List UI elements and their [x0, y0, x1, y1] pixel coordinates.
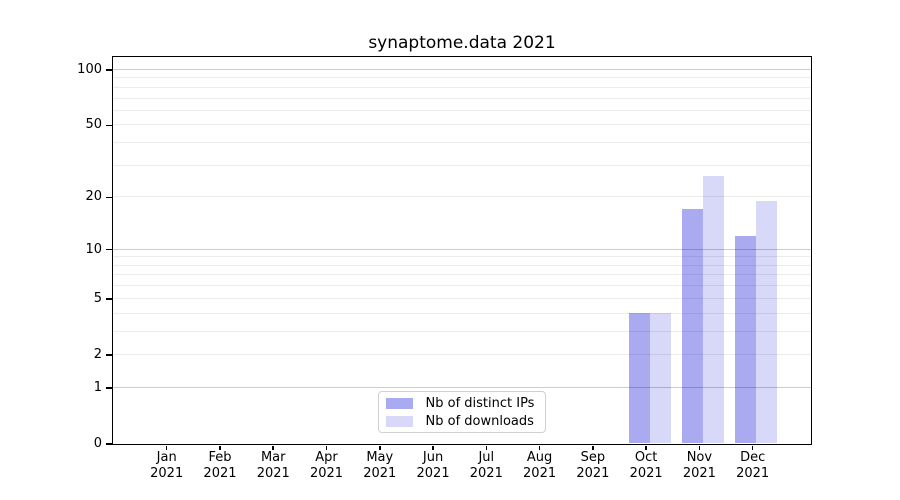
x-tick	[272, 445, 274, 450]
y-tick	[106, 443, 112, 445]
y-tick-label: 20	[85, 189, 102, 205]
legend-label-downloads: Nb of downloads	[425, 414, 534, 429]
legend: Nb of distinct IPs Nb of downloads	[377, 390, 546, 433]
x-tick	[592, 445, 594, 450]
x-tick-label: Dec 2021	[736, 450, 770, 481]
plot-area: Nb of distinct IPs Nb of downloads	[111, 55, 812, 445]
x-tick-label: Jun 2021	[416, 450, 450, 481]
gridline-major	[112, 69, 811, 70]
gridline-minor	[112, 77, 811, 79]
x-tick-label: Jul 2021	[469, 450, 503, 481]
x-tick	[432, 445, 434, 450]
gridline-minor	[112, 142, 811, 144]
x-tick-label: Sep 2021	[576, 450, 610, 481]
x-tick-label: May 2021	[363, 450, 397, 481]
y-tick	[106, 124, 112, 127]
y-tick-label: 1	[93, 379, 102, 395]
y-tick	[106, 387, 112, 389]
bar-oct-downloads	[649, 313, 671, 444]
x-tick	[645, 445, 647, 450]
x-tick-label: Oct 2021	[629, 450, 663, 481]
y-tick-label: 10	[85, 241, 102, 257]
y-tick	[106, 354, 112, 356]
x-tick-label: Feb 2021	[203, 450, 237, 481]
x-tick	[538, 445, 541, 450]
legend-swatch-distinct-ips	[385, 398, 413, 409]
bar-dec-downloads	[756, 200, 778, 444]
x-tick-label: Aug 2021	[523, 450, 557, 481]
legend-item-downloads: Nb of downloads	[379, 413, 545, 431]
bar-dec-distinct-ips	[735, 235, 757, 444]
y-tick-label: 0	[93, 436, 102, 451]
x-tick-label: Jan 2021	[150, 450, 184, 481]
chart-title: synaptome.data 2021	[368, 33, 556, 53]
y-tick-label: 100	[77, 62, 102, 77]
x-tick	[485, 445, 488, 450]
y-tick	[106, 69, 112, 71]
x-tick-label: Apr 2021	[309, 450, 344, 481]
x-tick-label: Mar 2021	[256, 450, 290, 481]
gridline-minor	[112, 109, 811, 111]
y-tick-label: 5	[93, 290, 102, 306]
x-tick	[219, 445, 221, 450]
x-tick	[751, 445, 754, 450]
legend-label-distinct-ips: Nb of distinct IPs	[425, 396, 535, 411]
x-tick	[165, 445, 168, 450]
y-tick	[106, 248, 112, 251]
gridline-minor	[112, 97, 811, 99]
y-tick	[106, 196, 112, 199]
x-tick	[325, 445, 328, 450]
gridline-minor	[112, 124, 811, 126]
gridline-minor	[112, 86, 811, 88]
x-tick-label: Nov 2021	[682, 450, 716, 481]
gridline-minor	[112, 164, 811, 166]
legend-swatch-downloads	[385, 416, 413, 427]
y-tick-label: 2	[93, 346, 102, 362]
y-tick-label: 50	[85, 117, 102, 133]
bar-nov-distinct-ips	[681, 209, 703, 444]
y-tick	[106, 298, 112, 300]
x-tick	[698, 445, 701, 450]
bar-nov-downloads	[702, 176, 724, 444]
bar-oct-distinct-ips	[628, 313, 650, 444]
legend-item-distinct-ips: Nb of distinct IPs	[379, 395, 545, 413]
x-tick	[379, 445, 381, 450]
